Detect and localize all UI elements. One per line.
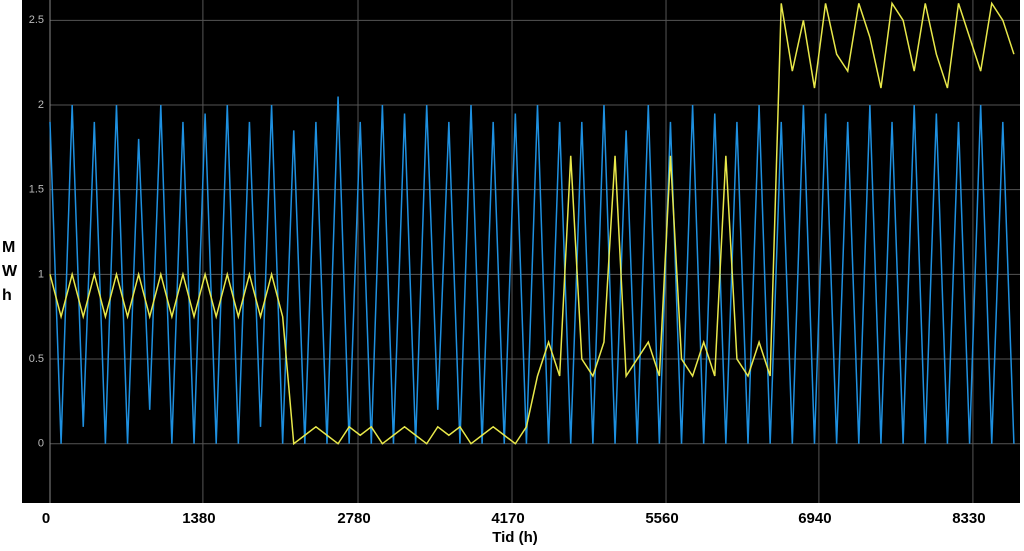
y-tick-label: 1: [38, 268, 44, 280]
y-axis-label: MWh: [2, 239, 18, 304]
y-tick-label: 2.5: [29, 14, 44, 26]
x-tick-label: 0: [42, 510, 50, 527]
data-line: [49, 96, 1015, 444]
y-tick-label: 0.5: [29, 353, 44, 365]
x-tick-label: 6940: [798, 510, 831, 527]
x-tick-label: 4170: [491, 510, 524, 527]
x-tick-label: 2780: [337, 510, 370, 527]
y-tick-label: 2: [38, 99, 44, 111]
data-line: [49, 1, 1015, 446]
x-tick-label: 1380: [182, 510, 215, 527]
x-tick-label: 8330: [952, 510, 985, 527]
y-tick-label: 1.5: [29, 184, 44, 196]
plot-background: [22, 0, 1020, 503]
x-axis-label: Tid (h): [492, 529, 538, 546]
y-tick-label: 0: [38, 438, 44, 450]
x-tick-label: 5560: [645, 510, 678, 527]
